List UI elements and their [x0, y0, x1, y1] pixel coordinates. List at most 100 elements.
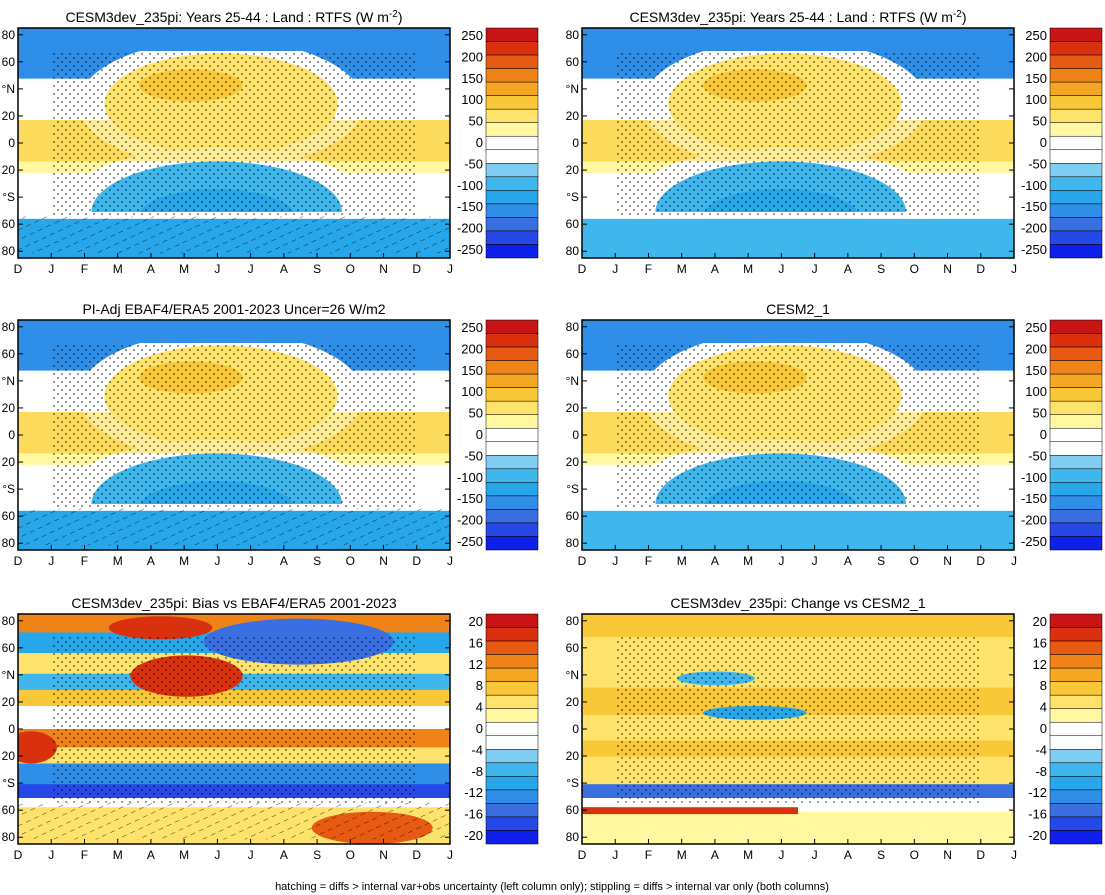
colorbar-swatch — [485, 41, 539, 56]
y-tick-label: 60 — [566, 55, 580, 69]
colorbar-label: 100 — [1025, 384, 1047, 399]
x-tick-label: J — [612, 262, 618, 276]
colorbar-swatch — [1049, 654, 1103, 669]
arctic-band — [582, 320, 1014, 343]
colorbar-swatch — [1049, 613, 1103, 628]
colorbar-swatch — [485, 95, 539, 110]
colorbar-swatch — [485, 176, 539, 191]
x-tick-label: D — [976, 554, 985, 568]
colorbar-swatch — [485, 721, 539, 737]
colorbar-label: -12 — [464, 785, 483, 800]
colorbar-swatch — [1049, 455, 1103, 470]
colorbar-swatch — [1049, 482, 1103, 497]
x-tick-label: O — [346, 554, 355, 568]
colorbar-swatch — [485, 81, 539, 96]
title-end: ) — [962, 9, 967, 25]
x-tick-label: A — [147, 848, 155, 862]
y-tick-label: 20 — [566, 749, 580, 763]
colorbar-label: -100 — [1021, 470, 1047, 485]
x-tick-label: S — [877, 554, 885, 568]
y-tick-label: °N — [2, 374, 15, 388]
colorbar-swatch — [485, 816, 539, 831]
colorbar-label: -100 — [457, 178, 483, 193]
colorbar-swatch — [1049, 522, 1103, 537]
colorbar-swatch — [1049, 640, 1103, 655]
x-tick-label: S — [313, 554, 321, 568]
colorbar-label: 0 — [476, 427, 483, 442]
colorbar-swatch — [1049, 135, 1103, 151]
footer-note: hatching = diffs > internal var+obs unce… — [275, 881, 829, 893]
y-tick-label: 60 — [566, 217, 580, 231]
y-tick-label: 20 — [566, 163, 580, 177]
colorbar-label: 0 — [1040, 427, 1047, 442]
x-tick-label: D — [412, 848, 421, 862]
stippling — [616, 637, 980, 803]
colorbar-swatch — [485, 333, 539, 348]
colorbar-swatch — [485, 387, 539, 402]
x-tick-label: F — [645, 554, 652, 568]
x-tick-label: S — [877, 262, 885, 276]
x-tick-label: M — [743, 262, 753, 276]
colorbar-label: 250 — [461, 28, 483, 43]
x-tick-label: M — [677, 262, 687, 276]
colorbar-swatch — [485, 319, 539, 334]
colorbar-label: 20 — [469, 614, 483, 629]
hatching — [18, 802, 450, 840]
colorbar-label: -20 — [1028, 828, 1047, 843]
panel-title: PI-Adj EBAF4/ERA5 2001-2023 Uncer=26 W/m… — [82, 301, 385, 317]
y-tick-label: 0 — [572, 722, 579, 736]
colorbar-swatch — [1049, 387, 1103, 402]
x-tick-label: J — [248, 848, 254, 862]
x-tick-label: D — [412, 262, 421, 276]
x-tick-label: M — [113, 262, 123, 276]
x-tick-label: J — [612, 554, 618, 568]
x-tick-label: S — [313, 848, 321, 862]
x-tick-label: A — [147, 554, 155, 568]
colorbar-swatch — [1049, 346, 1103, 361]
bias-edge-warm — [18, 731, 57, 764]
x-tick-label: J — [48, 262, 54, 276]
y-tick-label: °N — [2, 82, 15, 96]
title-end: ) — [398, 9, 403, 25]
y-tick-label: 0 — [8, 722, 15, 736]
x-tick-label: O — [346, 262, 355, 276]
x-tick-label: A — [844, 262, 852, 276]
y-tick-label: 20 — [2, 749, 16, 763]
colorbar-label: -8 — [1035, 764, 1047, 779]
y-tick-label: 80 — [2, 536, 16, 550]
x-tick-label: D — [578, 848, 587, 862]
colorbar-label: -200 — [457, 513, 483, 528]
x-tick-label: M — [113, 554, 123, 568]
x-tick-label: A — [280, 262, 288, 276]
colorbar-swatch — [485, 468, 539, 483]
colorbar-swatch — [485, 654, 539, 669]
colorbar-swatch — [1049, 244, 1103, 259]
x-tick-label: A — [711, 848, 719, 862]
y-tick-label: 0 — [572, 136, 579, 150]
colorbar-swatch — [485, 667, 539, 682]
y-tick-label: 80 — [566, 28, 580, 42]
y-tick-label: 80 — [566, 614, 580, 628]
x-tick-label: J — [778, 554, 784, 568]
colorbar-label: 100 — [461, 384, 483, 399]
colorbar-label: 200 — [461, 341, 483, 356]
colorbar-label: 50 — [469, 406, 483, 421]
colorbar-label: -50 — [464, 448, 483, 463]
colorbar-swatch — [485, 455, 539, 470]
bias-arctic-warm — [108, 616, 213, 640]
y-tick-label: 60 — [2, 347, 16, 361]
colorbar-swatch — [485, 830, 539, 845]
colorbar-label: -200 — [1021, 221, 1047, 236]
colorbar-label: -16 — [464, 807, 483, 822]
x-tick-label: F — [645, 848, 652, 862]
y-tick-label: °S — [2, 482, 15, 496]
colorbar-label: -200 — [1021, 513, 1047, 528]
x-tick-label: M — [677, 554, 687, 568]
colorbar-swatch — [1049, 333, 1103, 348]
colorbar-label: 150 — [461, 363, 483, 378]
y-tick-label: 0 — [8, 136, 15, 150]
colorbar-swatch — [485, 68, 539, 83]
colorbar-swatch — [485, 681, 539, 696]
panel-5: CESM3dev_235pi: Bias vs EBAF4/ERA5 2001-… — [2, 595, 539, 862]
